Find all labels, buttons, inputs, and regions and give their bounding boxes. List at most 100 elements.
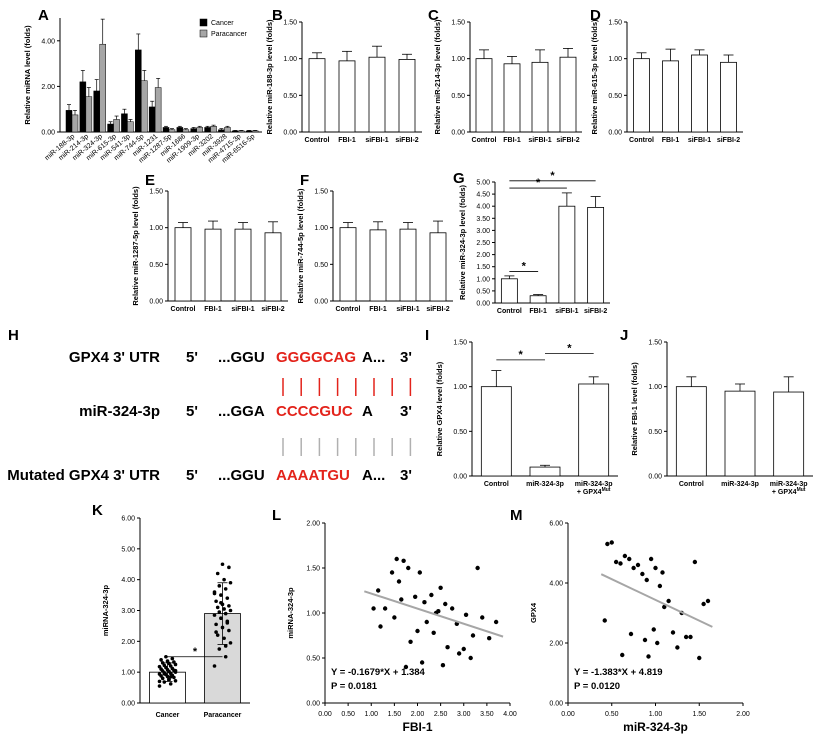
bar-paracancer bbox=[154, 87, 162, 133]
bar-paracancer bbox=[238, 130, 245, 133]
x-tick-label: 2.00 bbox=[736, 711, 750, 718]
chart-F: 0.00 0.50 1.00 1.50 Relative miR-744-5p leve… bbox=[296, 188, 453, 313]
y-axis-label: Relative miR-324-3p level (folds) bbox=[458, 184, 467, 300]
panel-letter-K: K bbox=[92, 502, 103, 519]
data-point bbox=[212, 613, 217, 617]
panel-letter-E: E bbox=[145, 172, 155, 189]
data-point bbox=[168, 674, 173, 679]
bar-cancer bbox=[204, 127, 211, 133]
bar-cancer bbox=[65, 110, 73, 133]
bar-3 bbox=[558, 205, 576, 304]
data-point bbox=[613, 559, 619, 565]
chart-K: 0.00 1.00 2.00 3.00 4.00 5.00 6.00 miRNA-324-3p… bbox=[101, 516, 250, 719]
significance-star: * bbox=[536, 177, 541, 189]
data-point bbox=[167, 677, 171, 682]
data-point bbox=[701, 601, 706, 607]
data-point bbox=[392, 615, 397, 620]
data-point bbox=[422, 600, 427, 605]
x-tick-label: miR-324-3p bbox=[721, 481, 759, 488]
y-tick-label: 4.50 bbox=[476, 192, 490, 199]
p-value: P = 0.0120 bbox=[574, 681, 620, 692]
y-tick-label: 0.00 bbox=[121, 701, 135, 708]
data-point bbox=[168, 682, 173, 686]
x-tick-label: 4.00 bbox=[503, 711, 517, 718]
x-tick-label: siFBI-1 bbox=[555, 308, 578, 315]
x-tick-label: Control bbox=[497, 308, 522, 315]
panel-letter-C: C bbox=[428, 7, 439, 24]
data-point bbox=[157, 664, 162, 669]
x-tick-label: Control bbox=[484, 481, 509, 488]
y-tick-label: 0.50 bbox=[451, 93, 465, 100]
data-point bbox=[382, 606, 388, 611]
data-point bbox=[222, 636, 226, 641]
panel-letter-F: F bbox=[300, 172, 309, 189]
data-point bbox=[443, 601, 448, 607]
data-point bbox=[440, 663, 446, 668]
data-point bbox=[620, 652, 625, 658]
bar-1 bbox=[308, 58, 326, 133]
bar-3 bbox=[691, 54, 708, 133]
data-point bbox=[635, 562, 641, 568]
x-tick-label: siFBI-1 bbox=[231, 306, 254, 313]
data-point bbox=[445, 645, 450, 650]
regression-equation: Y = -1.383*X + 4.819 bbox=[574, 667, 663, 678]
data-point bbox=[401, 558, 406, 563]
data-point bbox=[215, 605, 220, 610]
x-tick-label: miR-324-3p bbox=[526, 481, 564, 488]
data-point bbox=[223, 644, 228, 648]
chart-B: 0.00 0.50 1.00 1.50 Relative miR-188-3p leve… bbox=[265, 19, 422, 144]
x-tick-label: siFBI-1 bbox=[528, 137, 551, 144]
y-tick-label: 1.00 bbox=[306, 611, 320, 618]
data-point bbox=[412, 594, 418, 599]
x-tick-label: Control bbox=[629, 137, 654, 144]
bar-cancer bbox=[176, 127, 184, 133]
data-point bbox=[217, 610, 222, 614]
bar-2 bbox=[529, 295, 547, 304]
panel-letter-D: D bbox=[590, 7, 601, 24]
bar-cancer bbox=[135, 49, 142, 133]
data-point bbox=[378, 624, 383, 629]
data-point bbox=[415, 628, 420, 634]
bar-paracancer bbox=[168, 129, 176, 133]
y-tick-label: 5.00 bbox=[476, 180, 490, 187]
data-point bbox=[157, 672, 162, 676]
data-point bbox=[627, 556, 632, 562]
bar-1 bbox=[174, 227, 192, 302]
data-point bbox=[228, 641, 233, 645]
data-point bbox=[697, 655, 702, 661]
x-tick-label: FBI-1 bbox=[662, 137, 680, 144]
y-axis-label: Relative FBI-1 level (folds) bbox=[630, 362, 639, 456]
x-tick-label: FBI-1 bbox=[529, 308, 547, 315]
y-axis-label: miRNA-324-3p bbox=[101, 584, 110, 636]
y-tick-label: 0.00 bbox=[549, 701, 563, 708]
seq-three-gpx4: 3' bbox=[400, 349, 412, 366]
chart-A: 0.00 2.00 4.00 Relative miRNA level (folds)… bbox=[23, 18, 262, 165]
x-tick-label: Control bbox=[336, 306, 361, 313]
seq-three-mir: 3' bbox=[400, 403, 412, 420]
data-point bbox=[172, 660, 176, 664]
y-tick-label: 4.00 bbox=[549, 581, 563, 588]
x-tick-label: 2.50 bbox=[434, 711, 448, 718]
bar-cancer bbox=[107, 123, 114, 133]
y-axis-label: GPX4 bbox=[529, 602, 538, 623]
y-tick-label: 2.00 bbox=[306, 521, 320, 528]
data-point bbox=[217, 584, 222, 588]
data-point bbox=[214, 622, 218, 627]
x-tick-label: siFBI-2 bbox=[556, 137, 579, 144]
panel-letter-I: I bbox=[425, 327, 429, 344]
x-tick-label: 1.00 bbox=[364, 711, 378, 718]
bar-2 bbox=[503, 63, 521, 133]
y-tick-label: 1.50 bbox=[314, 189, 328, 196]
y-tick-label: 0.00 bbox=[608, 130, 622, 137]
y-tick-label: 1.50 bbox=[283, 20, 297, 27]
seq-seed-mir: CCCCGUC bbox=[276, 403, 353, 420]
y-tick-label: 1.00 bbox=[648, 384, 662, 391]
y-tick-label: 0.00 bbox=[648, 474, 662, 481]
seq-five-mutated: 5' bbox=[186, 467, 198, 484]
data-point bbox=[403, 664, 409, 670]
chart-E: 0.00 0.50 1.00 1.50 Relative miR-1287-5p lev… bbox=[131, 186, 288, 313]
data-point bbox=[164, 654, 168, 659]
y-tick-label: 6.00 bbox=[549, 521, 563, 528]
data-point bbox=[170, 656, 175, 661]
